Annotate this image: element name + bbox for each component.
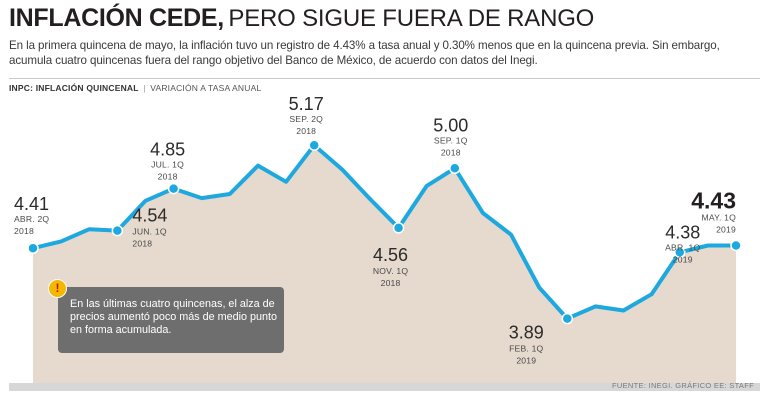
title-bold: INFLACIÓN CEDE, (9, 4, 224, 32)
chart-title: INFLACIÓN CEDE, PERO SIGUE FUERA DE RANG… (9, 4, 594, 33)
data-label-value-8: 4.43 (691, 187, 736, 213)
data-label-value-7: 4.38 (665, 222, 700, 242)
data-point-0 (27, 242, 39, 254)
chart-header-separator: | (143, 83, 146, 93)
data-point-4 (392, 222, 405, 234)
data-label-value-6: 3.89 (509, 323, 544, 343)
data-label-period-1: JUN. 1Q (132, 227, 166, 237)
data-label-year-6: 2019 (516, 356, 536, 366)
note-box (58, 287, 284, 353)
data-label-value-3: 5.17 (289, 94, 324, 114)
data-label-year-8: 2019 (716, 224, 736, 234)
data-label-year-1: 2018 (132, 239, 152, 249)
data-label-period-3: SEP. 2Q (289, 114, 323, 124)
data-label-period-6: FEB. 1Q (509, 344, 543, 354)
data-label-value-2: 4.85 (150, 140, 185, 160)
data-point-2 (167, 182, 180, 195)
data-point-5 (449, 162, 461, 175)
title-light: PERO SIGUE FUERA DE RANGO (228, 5, 595, 32)
data-label-year-0: 2018 (14, 226, 34, 236)
data-label-year-7: 2019 (673, 254, 693, 264)
data-label-period-8: MAY. 1Q (701, 212, 736, 222)
data-label-period-2: JUL. 1Q (151, 160, 184, 170)
data-label-year-2: 2018 (158, 172, 178, 182)
data-point-8 (730, 239, 742, 252)
range-band (9, 383, 760, 391)
data-point-7 (674, 246, 686, 259)
chart-header-bold: INPC: INFLACIÓN QUINCENAL (9, 83, 139, 93)
chart-subtitle: En la primera quincena de mayo, la infla… (9, 39, 720, 67)
warning-icon: ! (48, 279, 67, 298)
source-credit: FUENTE: INEGI. GRÁFICO EE: STAFF (612, 381, 754, 390)
data-label-period-0: ABR. 2Q (14, 214, 49, 224)
data-point-6 (561, 312, 574, 325)
data-label-year-3: 2018 (296, 126, 316, 136)
data-label-period-5: SEP. 1Q (434, 135, 468, 145)
data-label-period-4: NOV. 1Q (373, 266, 409, 276)
data-label-value-5: 5.00 (433, 115, 468, 135)
data-label-value-0: 4.41 (14, 194, 49, 214)
data-label-year-5: 2018 (441, 147, 461, 157)
data-label-period-7: ABR. 1Q (665, 242, 700, 252)
chart-header: INPC: INFLACIÓN QUINCENAL | VARIACIÓN A … (9, 78, 760, 98)
data-label-value-4: 4.56 (373, 245, 408, 265)
note-text: En las últimas cuatro quincenas, el alza… (70, 298, 278, 336)
data-label-year-4: 2018 (381, 278, 401, 288)
data-points (27, 139, 742, 325)
inflation-line (31, 143, 738, 321)
chart-header-light: VARIACIÓN A TASA ANUAL (150, 83, 262, 93)
data-point-3 (308, 139, 320, 151)
data-label-value-1: 4.54 (132, 206, 167, 226)
data-point-1 (111, 224, 124, 237)
